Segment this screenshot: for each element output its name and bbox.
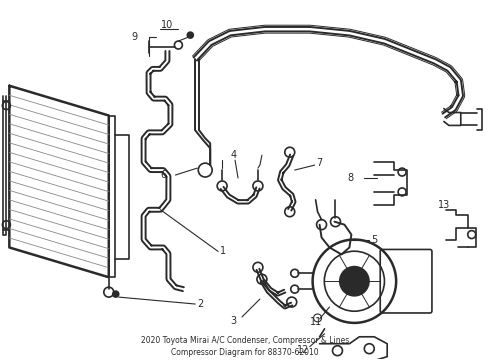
- Text: 2: 2: [197, 299, 203, 309]
- Text: 8: 8: [347, 173, 354, 183]
- Text: 9: 9: [132, 32, 138, 42]
- Circle shape: [187, 32, 193, 38]
- Text: 12: 12: [297, 345, 309, 355]
- Text: 10: 10: [161, 20, 173, 30]
- Text: 4: 4: [230, 150, 236, 160]
- Text: 7: 7: [317, 158, 323, 168]
- Text: 3: 3: [230, 316, 236, 326]
- Text: 6: 6: [161, 170, 167, 180]
- Text: 2020 Toyota Mirai A/C Condenser, Compressor & Lines
Compressor Diagram for 88370: 2020 Toyota Mirai A/C Condenser, Compres…: [141, 336, 349, 357]
- Text: 5: 5: [371, 234, 377, 244]
- Circle shape: [340, 267, 369, 296]
- Circle shape: [113, 291, 119, 297]
- FancyBboxPatch shape: [380, 249, 432, 313]
- Text: 11: 11: [310, 317, 322, 327]
- Text: 1: 1: [220, 247, 226, 256]
- Text: 13: 13: [438, 200, 450, 210]
